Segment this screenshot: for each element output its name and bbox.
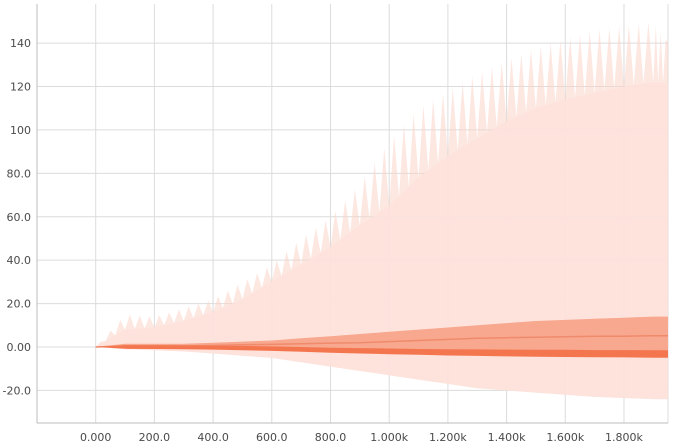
y-tick-label: 80.0 [7, 167, 32, 180]
y-tick-label: 40.0 [7, 254, 32, 267]
x-tick-label: 1.000k [370, 431, 408, 444]
axis-layer [36, 4, 668, 424]
y-tick-label: 120 [10, 80, 31, 93]
y-tick-label: -20.0 [3, 384, 31, 397]
y-tick-label: 100 [10, 124, 31, 137]
x-tick-label: 1.400k [488, 431, 526, 444]
x-tick-label: 1.200k [429, 431, 467, 444]
y-tick-label: 20.0 [7, 298, 32, 311]
y-tick-label: 60.0 [7, 211, 32, 224]
outer-band [95, 82, 668, 400]
area-layer [95, 22, 668, 400]
tick-layer: 0.000 200.0 400.0 600.0 800.0 1.000k 1.200k 1.4… [3, 37, 644, 444]
x-tick-label: 1.600k [546, 431, 584, 444]
x-tick-label: 200.0 [139, 431, 171, 444]
x-tick-label: 600.0 [256, 431, 288, 444]
y-tick-label: 0.00 [7, 341, 32, 354]
core-band [95, 345, 668, 358]
x-tick-label: 400.0 [197, 431, 229, 444]
x-tick-label: 0.000 [80, 431, 112, 444]
y-tick-label: 140 [10, 37, 31, 50]
x-tick-label: 800.0 [315, 431, 347, 444]
x-tick-label: 1.800k [605, 431, 643, 444]
